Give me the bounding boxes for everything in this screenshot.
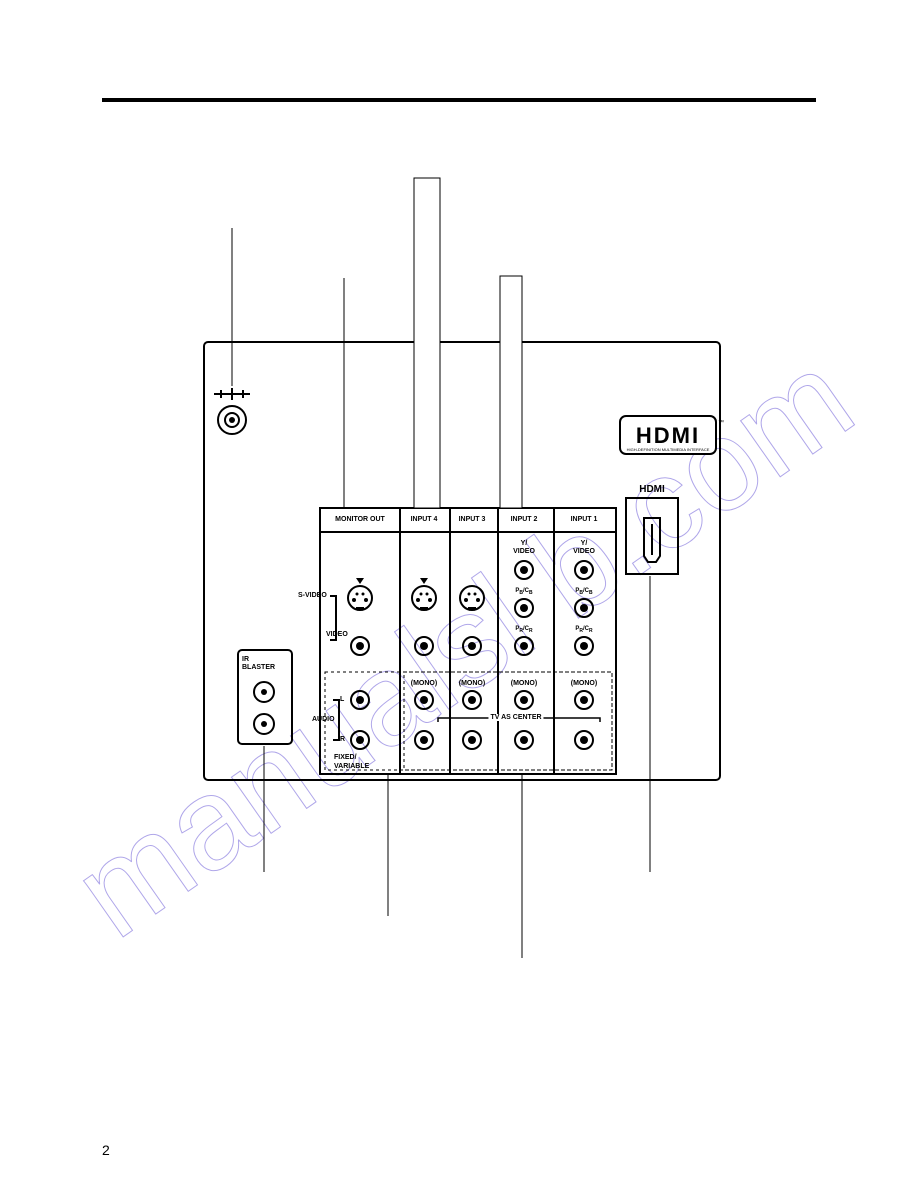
hdmi-logo-box: HDMI HIGH-DEFINITION MULTIMEDIA INTERFAC… xyxy=(620,416,724,454)
col-label-input4: INPUT 4 xyxy=(411,516,438,523)
pr-1: PR/CR xyxy=(575,626,592,634)
ir-blaster-label: IRBLASTER xyxy=(242,656,275,672)
col-label-input1: INPUT 1 xyxy=(571,516,598,523)
row-label-video: VIDEO xyxy=(326,631,348,638)
row-label-audio: AUDIO xyxy=(312,716,335,723)
diagram-svg: HDMI HIGH-DEFINITION MULTIMEDIA INTERFAC… xyxy=(0,0,918,1188)
pb-1: PB/CB xyxy=(575,588,592,596)
mono-3: (MONO) xyxy=(459,680,485,687)
page-number: 2 xyxy=(102,1142,110,1158)
mono-1: (MONO) xyxy=(571,680,597,687)
pr-2: PR/CR xyxy=(515,626,532,634)
hdmi-port-label: HDMI xyxy=(639,484,665,495)
pb-2: PB/CB xyxy=(515,588,532,596)
tv-as-center: TV AS CENTER xyxy=(488,714,543,721)
antenna-jack xyxy=(214,388,250,434)
mono-2: (MONO) xyxy=(511,680,537,687)
row-label-svideo: S-VIDEO xyxy=(298,592,327,599)
page: manualsl b.com HDMI HIGH-DEFINITION MULT… xyxy=(0,0,918,1188)
yvideo-1: Y/VIDEO xyxy=(573,540,595,556)
hdmi-port xyxy=(626,498,678,574)
svg-text:HDMI: HDMI xyxy=(636,423,700,448)
col-label-monitor-out: MONITOR OUT xyxy=(335,516,385,523)
row-label-r: R xyxy=(340,736,345,743)
svg-text:™: ™ xyxy=(718,419,724,426)
svg-text:HIGH-DEFINITION MULTIMEDIA INT: HIGH-DEFINITION MULTIMEDIA INTERFACE xyxy=(627,447,710,452)
col-label-input2: INPUT 2 xyxy=(511,516,538,523)
yvideo-2: Y/VIDEO xyxy=(513,540,535,556)
row-label-variable: VARIABLE xyxy=(334,763,369,770)
row-label-fixed: FIXED/ xyxy=(334,754,357,761)
col-label-input3: INPUT 3 xyxy=(459,516,486,523)
mono-4: (MONO) xyxy=(411,680,437,687)
row-label-l: L xyxy=(340,696,344,703)
svideo-row xyxy=(348,586,484,610)
